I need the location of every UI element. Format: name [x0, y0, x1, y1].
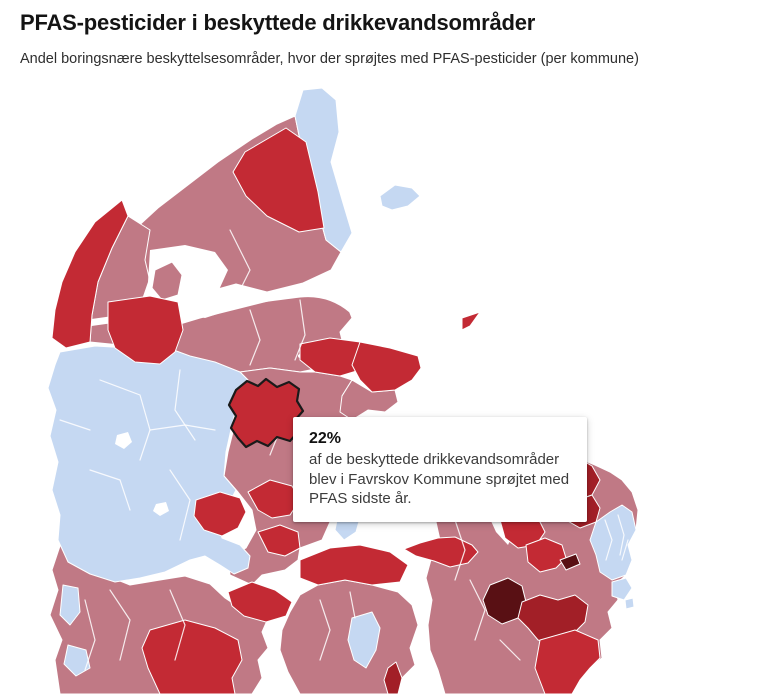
map-funen	[279, 544, 419, 694]
municipality-shape-mors[interactable]	[151, 261, 183, 301]
border-line	[229, 229, 251, 291]
municipality-favrskov-highlighted[interactable]	[227, 377, 305, 449]
municipality-shape[interactable]	[347, 611, 381, 669]
border-line	[499, 639, 521, 661]
border-line	[59, 419, 91, 431]
border-line	[99, 379, 151, 461]
border-line	[149, 424, 216, 431]
border-line	[454, 519, 466, 581]
border-line	[89, 469, 131, 511]
municipality-shape[interactable]	[257, 524, 301, 557]
border-line	[319, 599, 331, 661]
border-line	[169, 469, 191, 541]
municipality-shape[interactable]	[193, 491, 247, 537]
lake	[115, 432, 132, 449]
municipality-shape[interactable]	[351, 341, 422, 393]
municipality-shape[interactable]	[107, 295, 184, 365]
chart-subtitle: Andel boringsnære beskyttelsesområder, h…	[20, 51, 639, 68]
municipality-shape[interactable]	[403, 536, 479, 568]
border-line	[109, 589, 131, 661]
municipality-shape[interactable]	[534, 629, 601, 694]
municipality-shape[interactable]	[63, 644, 91, 677]
border-line	[621, 539, 629, 561]
municipality-shape-zero[interactable]	[47, 344, 251, 583]
border-line	[349, 591, 356, 619]
border-line	[179, 249, 211, 291]
border-line	[174, 369, 196, 441]
municipality-shape[interactable]	[51, 199, 129, 349]
map-jutland-red	[51, 87, 422, 694]
island-anholt[interactable]	[461, 311, 481, 331]
municipality-shape[interactable]	[227, 581, 293, 623]
island-laesoe[interactable]	[379, 184, 421, 211]
border-line	[84, 599, 96, 671]
municipality-shape[interactable]	[299, 544, 409, 586]
municipality-shape-highest[interactable]	[559, 553, 581, 571]
tooltip-text: af de beskyttede drikkevandsområder blev…	[309, 451, 570, 507]
municipality-cluster-copenhagen[interactable]	[589, 504, 637, 581]
municipality-shape[interactable]	[59, 584, 81, 626]
chart-title: PFAS-pesticider i beskyttede drikkevands…	[20, 10, 536, 35]
municipality-shape[interactable]	[232, 127, 325, 233]
border-line	[617, 514, 625, 556]
map-tooltip: 22% af de beskyttede drikkevandsområder …	[293, 417, 587, 522]
municipality-shape-amager[interactable]	[611, 577, 633, 601]
municipality-shape-langeland[interactable]	[383, 661, 403, 694]
border-line	[249, 309, 261, 366]
chart-header: PFAS-pesticider i beskyttede drikkevands…	[20, 10, 764, 69]
tooltip-value: 22%	[309, 430, 342, 447]
border-line	[469, 579, 486, 641]
border-line	[169, 589, 186, 661]
municipality-shape[interactable]	[141, 619, 243, 694]
border-line	[294, 299, 306, 361]
border-line	[604, 519, 613, 561]
lake	[153, 502, 169, 516]
municipality-shape[interactable]	[525, 537, 567, 573]
island-saltholm[interactable]	[624, 597, 635, 610]
